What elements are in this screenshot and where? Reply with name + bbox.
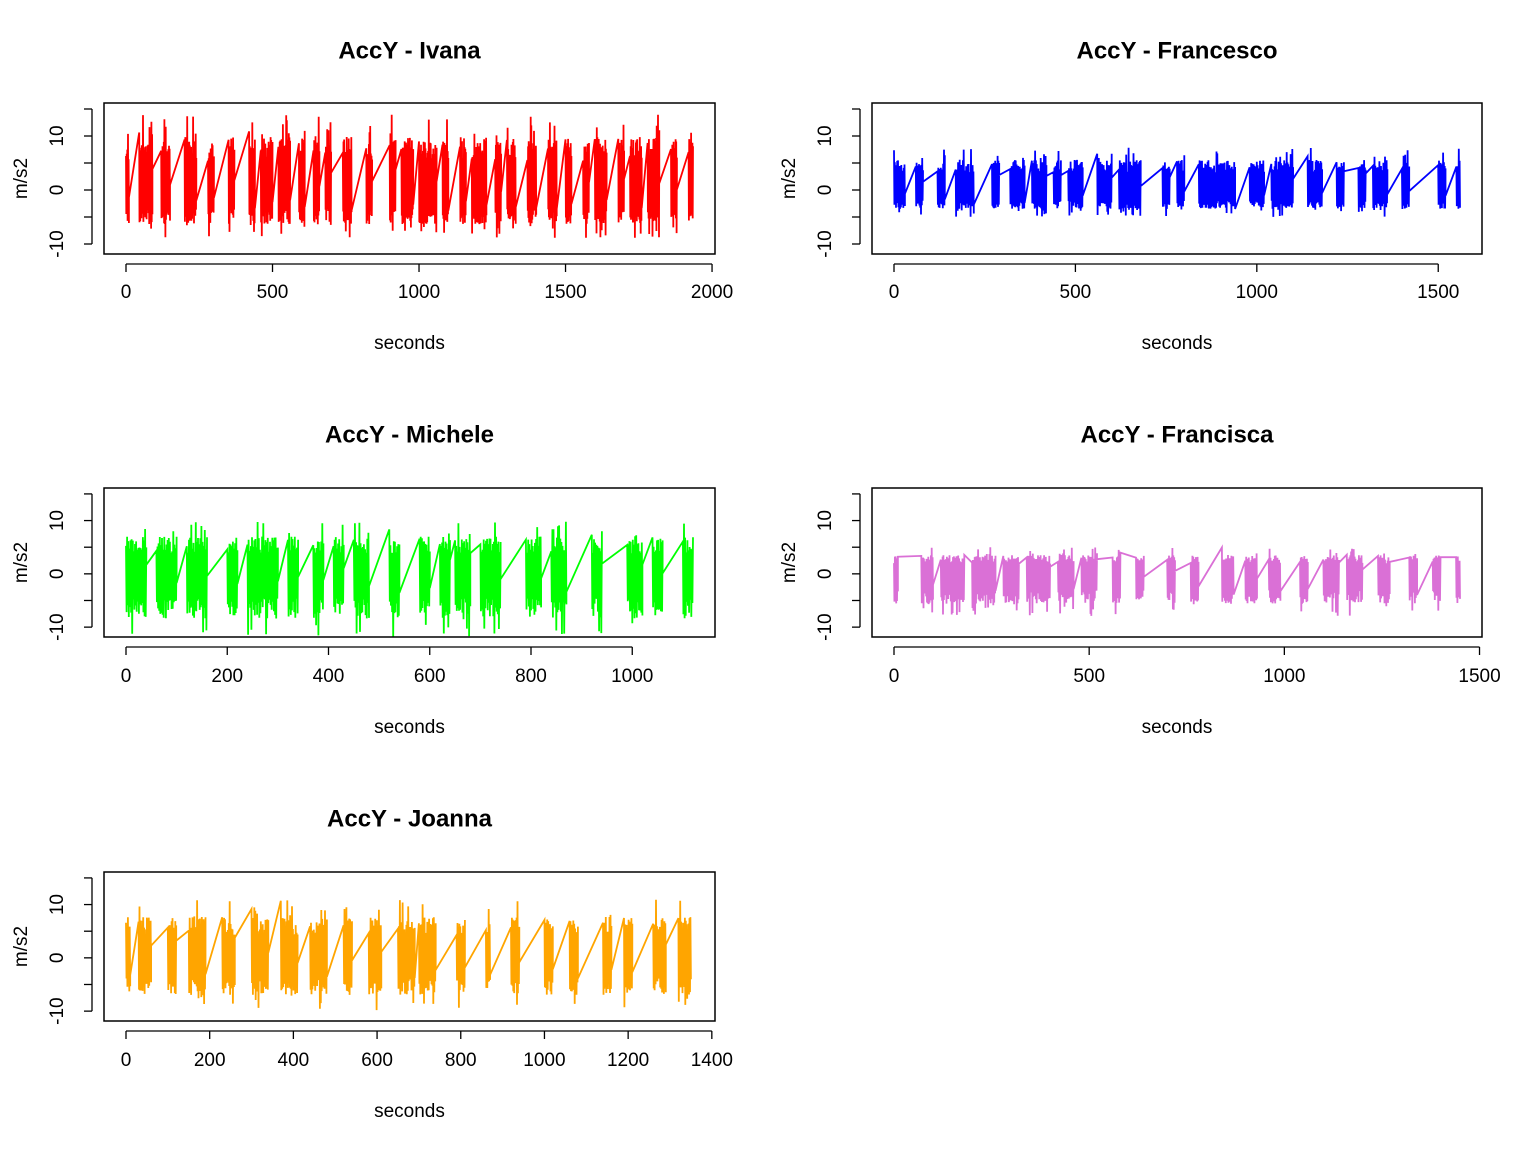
- x-tick-label: 1500: [1458, 666, 1500, 687]
- x-tick-label: 600: [361, 1050, 393, 1071]
- x-tick-label: 1400: [691, 1050, 733, 1071]
- x-axis-label: seconds: [1142, 717, 1213, 738]
- x-tick-label: 500: [1073, 666, 1105, 687]
- chart-title: AccY - Joanna: [327, 805, 493, 832]
- x-tick-label: 400: [278, 1050, 310, 1071]
- chart-title: AccY - Ivana: [338, 37, 481, 64]
- chart-panel-2: AccY - Francesco 0 500 1000 1500 -10 0 10 second…: [779, 37, 1483, 354]
- x-axis-label: seconds: [374, 333, 445, 354]
- y-tick-label: 10: [47, 894, 68, 915]
- x-tick-label: 1500: [1417, 282, 1459, 303]
- y-axis-label: m/s2: [779, 542, 800, 583]
- y-tick-label: 10: [815, 125, 836, 146]
- plot-frame: [103, 487, 716, 638]
- x-tick-label: 0: [889, 282, 900, 303]
- chart-title: AccY - Francesco: [1077, 37, 1278, 64]
- y-tick-label: 10: [815, 510, 836, 531]
- data-series-line: [893, 544, 1461, 616]
- plot-frame: [103, 102, 716, 255]
- y-tick-label: -10: [47, 997, 68, 1024]
- plot-frame: [871, 102, 1483, 255]
- chart-title: AccY - Francisca: [1081, 421, 1275, 448]
- x-tick-label: 0: [121, 1050, 132, 1071]
- y-tick-label: 0: [47, 953, 68, 964]
- x-tick-label: 200: [194, 1050, 226, 1071]
- y-axis-label: m/s2: [11, 542, 32, 583]
- y-tick-label: -10: [47, 230, 68, 257]
- y-axis-label: m/s2: [11, 158, 32, 199]
- x-tick-label: 500: [257, 282, 289, 303]
- y-tick-label: 0: [47, 185, 68, 196]
- y-tick-label: -10: [47, 613, 68, 640]
- y-tick-label: -10: [815, 613, 836, 640]
- x-tick-label: 400: [313, 666, 345, 687]
- x-tick-label: 600: [414, 666, 446, 687]
- chart-panel-3: AccY - Michele 0 200 400 600 800 1000 -10 0 10 sec…: [11, 421, 716, 738]
- x-tick-label: 0: [121, 282, 132, 303]
- x-tick-label: 1000: [1263, 666, 1305, 687]
- x-axis-label: seconds: [374, 717, 445, 738]
- data-series-line: [893, 147, 1461, 217]
- x-tick-label: 0: [121, 666, 132, 687]
- x-tick-label: 1000: [611, 666, 653, 687]
- x-tick-label: 800: [515, 666, 547, 687]
- plot-frame: [103, 871, 716, 1022]
- data-series-line: [125, 521, 694, 637]
- x-tick-label: 2000: [691, 282, 733, 303]
- y-axis-label: m/s2: [11, 926, 32, 967]
- plot-frame: [871, 487, 1483, 638]
- y-tick-label: 0: [815, 569, 836, 580]
- y-axis-label: m/s2: [779, 158, 800, 199]
- y-tick-label: 0: [47, 569, 68, 580]
- chart-panel-1: AccY - Ivana 0 500 1000 1500 2000 -10 0 10 second…: [11, 37, 733, 354]
- data-series-line: [125, 114, 694, 238]
- chart-panel-4: AccY - Francisca 0 500 1000 1500 -10 0 10 second…: [779, 421, 1501, 738]
- chart-title: AccY - Michele: [325, 421, 494, 448]
- x-tick-label: 1500: [544, 282, 586, 303]
- y-tick-label: 10: [47, 125, 68, 146]
- x-axis-label: seconds: [1142, 333, 1213, 354]
- x-tick-label: 200: [211, 666, 243, 687]
- chart-panel-5: AccY - Joanna 0 200 400 600 800 1000 1200 1400 -1…: [11, 805, 733, 1122]
- x-tick-label: 500: [1060, 282, 1092, 303]
- x-tick-label: 1000: [1236, 282, 1278, 303]
- x-tick-label: 1200: [607, 1050, 649, 1071]
- x-axis-label: seconds: [374, 1101, 445, 1122]
- x-tick-label: 1000: [523, 1050, 565, 1071]
- x-tick-label: 0: [889, 666, 900, 687]
- y-tick-label: 0: [815, 185, 836, 196]
- data-series-line: [125, 899, 692, 1011]
- y-tick-label: -10: [815, 230, 836, 257]
- y-tick-label: 10: [47, 510, 68, 531]
- x-tick-label: 800: [445, 1050, 477, 1071]
- x-tick-label: 1000: [398, 282, 440, 303]
